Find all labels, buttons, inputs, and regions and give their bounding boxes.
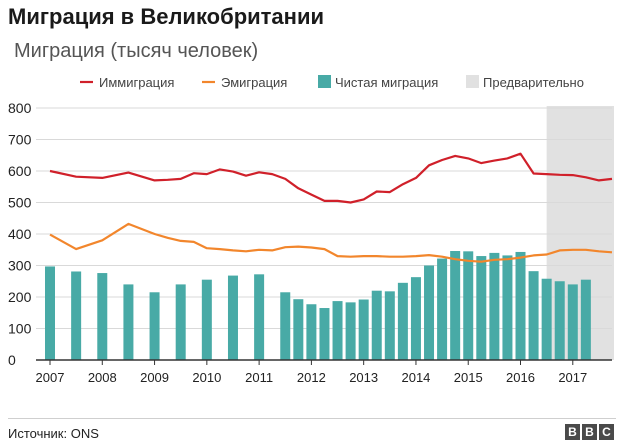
bbc-logo-letter: B — [582, 424, 597, 440]
y-tick-label: 200 — [8, 289, 32, 305]
legend-provisional-label: Предварительно — [483, 75, 584, 90]
emigration-line — [49, 222, 613, 263]
bbc-logo-letter: B — [565, 424, 580, 440]
migration-chart: 0 100 200 300 400 500 600 700 800 2007 2008 2009 201… — [8, 75, 614, 385]
net-migration-bar — [371, 290, 382, 360]
x-tick-label: 2012 — [297, 370, 326, 385]
net-migration-bar — [554, 281, 565, 360]
net-migration-bar — [397, 282, 408, 360]
bbc-logo-letter: C — [599, 424, 614, 440]
net-migration-bar — [149, 292, 160, 360]
net-migration-bar — [227, 275, 238, 360]
net-migration-bar — [358, 299, 369, 360]
net-migration-bar — [410, 277, 421, 360]
net-migration-bar — [332, 301, 343, 360]
x-tick-label: 2014 — [401, 370, 430, 385]
net-migration-bar — [319, 308, 330, 360]
immigration-line — [49, 152, 613, 204]
x-tick-label: 2007 — [36, 370, 65, 385]
y-tick-label: 400 — [8, 226, 32, 242]
y-tick-label: 500 — [8, 195, 32, 211]
net-migration-bar — [345, 302, 356, 360]
net-migration-bar — [71, 271, 82, 360]
net-migration-bar — [175, 284, 186, 360]
x-tick-label: 2009 — [140, 370, 169, 385]
y-tick-label: 100 — [8, 321, 32, 337]
chart-title: Миграция в Великобритании — [8, 4, 325, 29]
source-note: Источник: ONS — [8, 426, 99, 441]
net-migration-bar — [463, 251, 474, 360]
x-tick-label: 2010 — [192, 370, 221, 385]
net-migration-bar — [580, 279, 591, 360]
y-tick-label: 700 — [8, 132, 32, 148]
y-tick-label: 800 — [8, 100, 32, 116]
net-migration-bar — [541, 278, 552, 360]
net-migration-bar — [450, 251, 461, 360]
net-migration-bar — [476, 256, 487, 360]
net-migration-bar — [489, 252, 500, 360]
net-migration-bar — [201, 279, 212, 360]
x-tick-label: 2011 — [245, 370, 273, 385]
net-migration-bar — [437, 258, 448, 360]
net-migration-bar — [306, 304, 317, 360]
x-tick-label: 2013 — [349, 370, 378, 385]
net-migration-bar — [528, 271, 539, 360]
legend-emigration-label: Эмиграция — [221, 75, 287, 90]
legend-provisional-swatch — [466, 75, 479, 88]
net-migration-bar — [45, 266, 55, 360]
net-migration-bar — [293, 299, 304, 360]
net-migration-bar — [567, 284, 578, 360]
chart-subtitle: Миграция (тысяч человек) — [14, 40, 259, 62]
legend-immigration-label: Иммиграция — [99, 75, 174, 90]
y-tick-label: 300 — [8, 258, 32, 274]
net-migration-bar — [384, 291, 395, 360]
x-tick-label: 2008 — [88, 370, 117, 385]
net-migration-bar — [515, 251, 526, 360]
legend-net-migration-swatch — [318, 75, 331, 88]
net-migration-bar — [424, 265, 435, 360]
net-migration-bar — [123, 284, 134, 360]
net-migration-bar — [502, 255, 513, 360]
legend-net-migration-label: Чистая миграция — [335, 75, 438, 90]
net-migration-bar — [254, 274, 265, 360]
net-migration-bar — [97, 273, 108, 360]
y-tick-label: 0 — [8, 352, 16, 368]
net-migration-bar — [280, 292, 291, 360]
y-tick-label: 600 — [8, 163, 32, 179]
x-tick-label: 2017 — [558, 370, 587, 385]
x-tick-label: 2015 — [454, 370, 483, 385]
bbc-logo: B B C — [565, 424, 614, 440]
footer-divider — [8, 418, 616, 419]
x-tick-label: 2016 — [506, 370, 535, 385]
